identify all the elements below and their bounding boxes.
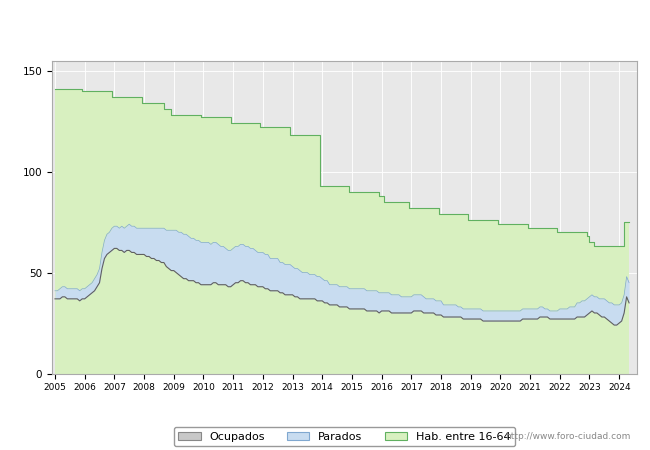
Text: http://www.foro-ciudad.com: http://www.foro-ciudad.com: [505, 432, 630, 441]
Text: Santiago del Collado - Evolucion de la poblacion en edad de Trabajar Mayo de 202: Santiago del Collado - Evolucion de la p…: [78, 17, 572, 30]
Legend: Ocupados, Parados, Hab. entre 16-64: Ocupados, Parados, Hab. entre 16-64: [174, 427, 515, 446]
